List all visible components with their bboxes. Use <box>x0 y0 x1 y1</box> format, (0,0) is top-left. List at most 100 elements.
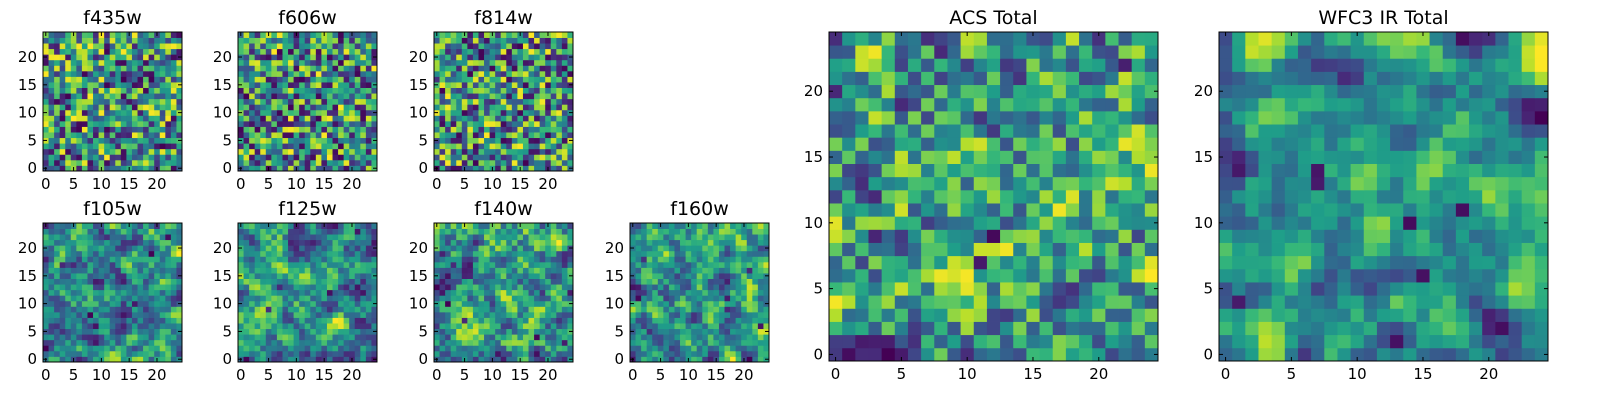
heatmap-cell <box>539 87 546 94</box>
heatmap-cell <box>81 356 88 363</box>
heatmap-cell <box>511 345 518 352</box>
heatmap-cell <box>120 339 127 346</box>
heatmap-cell <box>561 300 568 307</box>
heatmap-cell <box>59 32 66 38</box>
heatmap-cell <box>561 323 568 330</box>
heatmap-cell <box>120 109 127 116</box>
heatmap-cell <box>445 165 452 172</box>
heatmap-cell <box>304 37 311 44</box>
heatmap-cell <box>1052 203 1067 217</box>
heatmap-cell <box>489 350 496 357</box>
heatmap-cell <box>556 109 563 116</box>
heatmap-cell <box>299 43 306 50</box>
heatmap-cell <box>271 356 278 363</box>
heatmap-cell <box>842 255 856 270</box>
heatmap-cell <box>763 223 770 229</box>
heatmap-cell <box>556 76 563 83</box>
heatmap-cell <box>98 137 105 144</box>
heatmap-cell <box>757 228 764 235</box>
heatmap-cell <box>371 70 378 77</box>
heatmap-cell <box>48 245 55 252</box>
heatmap-cell <box>545 300 552 307</box>
heatmap-cell <box>545 87 552 94</box>
heatmap-cell <box>450 317 457 324</box>
heatmap-cell <box>326 328 333 335</box>
heatmap-cell <box>467 98 474 105</box>
heatmap-cell <box>467 328 474 335</box>
heatmap-cell <box>1092 189 1106 204</box>
heatmap-cell <box>445 59 452 66</box>
heatmap-cell <box>176 43 183 50</box>
heatmap-cell <box>855 189 869 204</box>
heatmap-cell <box>528 356 535 363</box>
heatmap-cell <box>973 163 988 178</box>
heatmap-cell <box>315 278 322 285</box>
heatmap-cell <box>561 115 568 122</box>
heatmap-cell <box>960 176 975 191</box>
heatmap-cell <box>131 48 138 55</box>
heatmap-cell <box>243 234 250 241</box>
heatmap-cell <box>1105 255 1119 270</box>
heatmap-cell <box>986 229 1001 243</box>
heatmap-cell <box>556 323 563 330</box>
heatmap-cell <box>495 261 502 268</box>
heatmap-cell <box>154 300 161 307</box>
heatmap-cell <box>528 284 535 291</box>
heatmap-cell <box>76 339 83 346</box>
heatmap-cell <box>713 228 720 235</box>
heatmap-cell <box>360 245 367 252</box>
heatmap-cell <box>894 268 909 283</box>
heatmap-cell <box>243 350 250 357</box>
heatmap-cell <box>445 109 452 116</box>
heatmap-cell <box>354 137 361 144</box>
heatmap-cell <box>1065 163 1080 178</box>
heatmap-cell <box>276 82 283 88</box>
heatmap-cell <box>65 323 72 330</box>
heatmap-cell <box>159 165 166 172</box>
heatmap-cell <box>249 239 256 246</box>
heatmap-cell <box>630 306 636 313</box>
heatmap-cell <box>1052 308 1067 322</box>
heatmap-cell <box>81 323 88 330</box>
heatmap-cell <box>159 154 166 161</box>
heatmap-cell <box>456 334 463 341</box>
heatmap-cell <box>461 43 468 50</box>
heatmap-cell <box>550 250 557 257</box>
heatmap-cell <box>93 328 99 335</box>
heatmap-cell <box>365 120 372 127</box>
heatmap-cell <box>691 339 698 346</box>
heatmap-cell <box>472 345 479 352</box>
heatmap-cell <box>484 356 490 363</box>
heatmap-cell <box>271 300 278 307</box>
heatmap-cell <box>511 356 518 363</box>
heatmap-cell <box>254 154 261 161</box>
heatmap-cell <box>439 334 446 341</box>
heatmap-cell <box>48 223 55 229</box>
heatmap-cell <box>947 150 961 164</box>
heatmap-cell <box>93 59 99 66</box>
heatmap-cell <box>276 245 283 252</box>
heatmap-cell <box>43 115 49 122</box>
heatmap-cell <box>87 250 94 257</box>
heatmap-cell <box>528 323 535 330</box>
heatmap-cell <box>360 284 367 291</box>
heatmap-cell <box>304 120 311 127</box>
heatmap-cell <box>556 273 563 279</box>
heatmap-cell <box>741 239 748 246</box>
heatmap-cell <box>456 273 463 279</box>
heatmap-cell <box>500 239 507 246</box>
heatmap-cell <box>1052 176 1067 191</box>
heatmap-cell <box>126 273 133 279</box>
heatmap-cell <box>680 323 686 330</box>
heatmap-cell <box>310 256 317 263</box>
heatmap-cell <box>506 234 513 241</box>
heatmap-cell <box>165 154 172 161</box>
heatmap-cell <box>522 350 529 357</box>
heatmap-cell <box>757 345 764 352</box>
heatmap-cell <box>176 323 183 330</box>
heatmap-cell <box>456 339 463 346</box>
heatmap-cell <box>365 159 372 166</box>
heatmap-cell <box>332 143 339 150</box>
heatmap-cell <box>70 132 77 139</box>
heatmap-cell <box>254 115 261 122</box>
